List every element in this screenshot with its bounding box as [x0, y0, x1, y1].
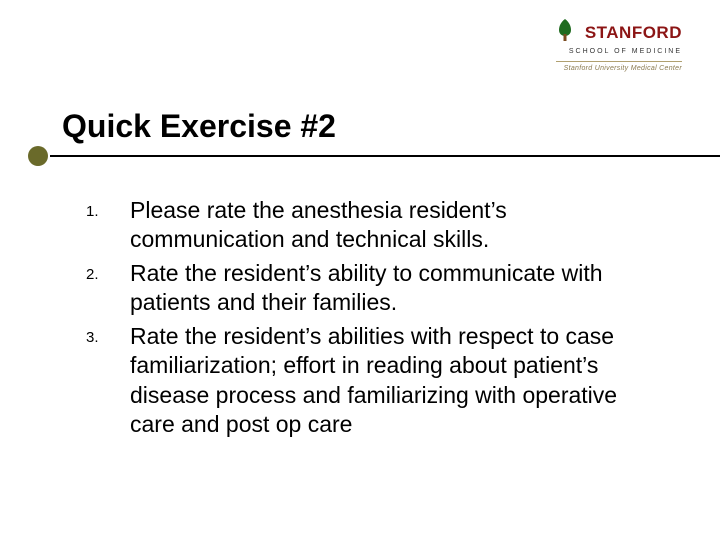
brand-wordmark: STANFORD	[585, 23, 682, 43]
brand-subline: SCHOOL OF MEDICINE	[541, 48, 682, 55]
title-underline	[62, 155, 680, 158]
title-bullet-dot	[28, 146, 48, 166]
list-item-text: Please rate the anesthesia resident’s co…	[130, 196, 656, 255]
list-item-number: 2.	[86, 259, 130, 283]
slide-title-block: Quick Exercise #2	[62, 108, 680, 158]
list-item-text: Rate the resident’s abilities with respe…	[130, 322, 656, 440]
brand-logo: STANFORD SCHOOL OF MEDICINE Stanford Uni…	[541, 18, 682, 72]
list-item-text: Rate the resident’s ability to communica…	[130, 259, 656, 318]
title-rule-line	[50, 155, 720, 157]
numbered-list: 1. Please rate the anesthesia resident’s…	[86, 196, 656, 444]
list-item-number: 1.	[86, 196, 130, 220]
list-item: 3. Rate the resident’s abilities with re…	[86, 322, 656, 440]
list-item: 1. Please rate the anesthesia resident’s…	[86, 196, 656, 255]
brand-centerline: Stanford University Medical Center	[541, 65, 682, 72]
tree-icon	[554, 18, 576, 47]
brand-divider	[556, 61, 682, 62]
list-item-number: 3.	[86, 322, 130, 346]
slide-title: Quick Exercise #2	[62, 108, 680, 145]
list-item: 2. Rate the resident’s ability to commun…	[86, 259, 656, 318]
